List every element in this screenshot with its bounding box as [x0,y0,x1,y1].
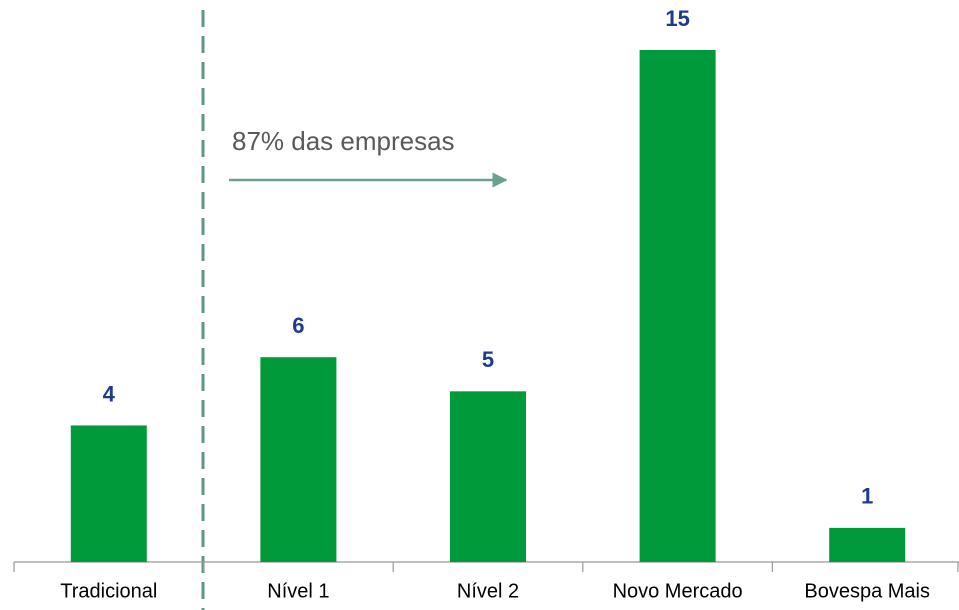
value-label: 15 [665,6,689,31]
x-tick-label: Nível 2 [457,580,519,602]
bar [639,50,716,562]
value-label: 1 [861,484,873,509]
bar [829,527,906,562]
x-tick-label: Bovespa Mais [804,580,930,602]
annotation: 87% das empresas [232,126,455,156]
bar [260,357,337,562]
x-tick-label: Nível 1 [267,580,329,602]
x-tick-label: Tradicional [60,580,157,602]
bar [70,425,147,562]
value-label: 6 [292,313,304,338]
x-tick-label: Novo Mercado [613,580,743,602]
bar [450,391,526,562]
value-label: 4 [103,381,116,406]
value-label: 5 [482,347,494,372]
